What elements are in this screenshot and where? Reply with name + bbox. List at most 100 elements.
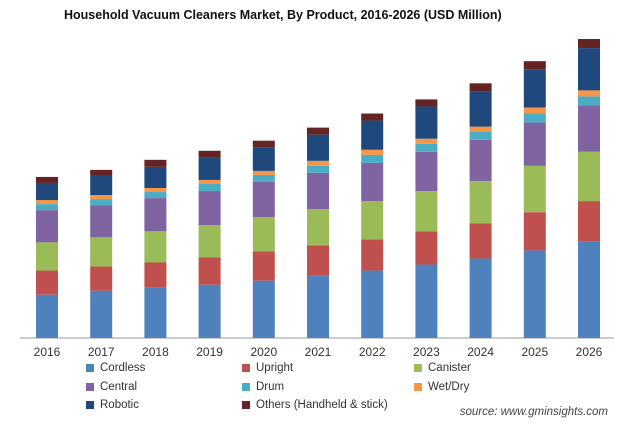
bar-segment-canister-2016 <box>36 242 58 271</box>
bar-segment-others-handheld-stick-2020 <box>252 140 275 148</box>
legend-swatch <box>86 382 94 391</box>
legend-label: Robotic <box>100 399 139 411</box>
x-tick-label: 2024 <box>467 345 494 359</box>
legend-swatch <box>86 364 94 372</box>
bar-segment-robotic-2022 <box>361 120 384 150</box>
bar-segment-robotic-2025 <box>523 69 546 108</box>
bar-segment-robotic-2026 <box>578 48 600 91</box>
legend-label: Drum <box>256 380 285 393</box>
bar-segment-others-handheld-stick-2025 <box>523 61 546 70</box>
x-tick-label: 2016 <box>34 345 61 359</box>
legend-swatch <box>242 364 250 372</box>
bar-segment-drum-2024 <box>469 131 492 140</box>
bar-segment-drum-2020 <box>252 174 275 182</box>
bar-segment-robotic-2024 <box>469 91 492 127</box>
source-note: source: www.gminsights.com <box>459 406 608 418</box>
bar-segment-canister-2023 <box>415 191 438 232</box>
bar-segment-robotic-2019 <box>198 157 221 180</box>
bar-segment-upright-2022 <box>361 239 384 271</box>
bar-segment-cordless-2017 <box>90 290 113 338</box>
bar-segment-wet-dry-2021 <box>307 160 329 166</box>
bars-group <box>36 39 600 338</box>
bar-segment-others-handheld-stick-2018 <box>144 159 167 167</box>
bar-segment-canister-2026 <box>578 151 600 202</box>
bar-segment-wet-dry-2018 <box>144 188 167 193</box>
bar-segment-robotic-2017 <box>90 175 113 196</box>
bar-segment-drum-2021 <box>307 165 329 173</box>
legend-swatch <box>242 401 250 409</box>
bar-segment-upright-2024 <box>469 223 492 259</box>
bar-segment-others-handheld-stick-2019 <box>198 150 221 158</box>
bar-segment-others-handheld-stick-2017 <box>90 169 113 176</box>
bar-segment-robotic-2020 <box>252 147 275 171</box>
bar-segment-drum-2026 <box>578 96 600 106</box>
bar-segment-canister-2024 <box>469 180 492 224</box>
bar-segment-wet-dry-2017 <box>90 195 113 200</box>
bar-segment-upright-2017 <box>90 266 113 291</box>
legend-item: Canister <box>414 362 471 374</box>
x-tick-labels: 2016 2017 2018 2019 2020 2021 2022 2023 2024 2025… <box>34 345 603 359</box>
bar-segment-upright-2019 <box>198 257 221 285</box>
bar-segment-upright-2025 <box>523 212 546 251</box>
legend-item: Robotic <box>86 399 139 411</box>
bar-segment-others-handheld-stick-2026 <box>578 39 600 49</box>
bar-segment-canister-2025 <box>523 165 546 213</box>
bar-segment-drum-2019 <box>198 183 221 192</box>
legend-item: Wet/Dry <box>414 381 469 393</box>
x-tick-label: 2019 <box>196 345 223 359</box>
bar-segment-drum-2025 <box>523 113 546 123</box>
bar-segment-wet-dry-2022 <box>361 149 384 155</box>
legend-item: Upright <box>242 362 293 374</box>
bar-segment-central-2024 <box>469 139 492 181</box>
bar-segment-cordless-2016 <box>36 294 58 338</box>
bar-segment-central-2017 <box>90 205 113 238</box>
bar-segment-wet-dry-2026 <box>578 90 600 97</box>
bar-segment-others-handheld-stick-2016 <box>36 176 58 183</box>
bar-segment-robotic-2016 <box>36 182 58 201</box>
bar-segment-robotic-2023 <box>415 106 438 139</box>
legend-item: Others (Handheld & stick) <box>242 399 388 411</box>
legend-label: Canister <box>428 362 471 374</box>
bar-segment-cordless-2018 <box>144 287 167 338</box>
legend-label: Central <box>100 380 138 393</box>
bar-segment-central-2025 <box>523 122 546 166</box>
bar-segment-drum-2022 <box>361 154 384 163</box>
bar-segment-upright-2023 <box>415 231 438 265</box>
legend-label: Others (Handheld & stick) <box>256 399 388 411</box>
bar-segment-central-2019 <box>198 191 221 226</box>
bar-segment-cordless-2023 <box>415 264 438 338</box>
bar-segment-cordless-2024 <box>469 258 492 338</box>
bar-segment-upright-2018 <box>144 262 167 288</box>
bar-segment-central-2016 <box>36 210 58 243</box>
legend-swatch <box>414 364 422 372</box>
x-tick-label: 2020 <box>250 345 277 359</box>
bar-segment-canister-2019 <box>198 225 221 258</box>
bar-segment-upright-2020 <box>252 251 275 281</box>
x-tick-label: 2025 <box>521 345 548 359</box>
bar-segment-wet-dry-2023 <box>415 138 438 144</box>
legend-item: Cordless <box>86 362 145 374</box>
bar-segment-wet-dry-2025 <box>523 107 546 114</box>
bar-segment-upright-2021 <box>307 245 329 276</box>
stacked-bar-chart: 2016 2017 2018 2019 2020 2021 2022 2023 2024 2025… <box>20 39 614 359</box>
bar-segment-robotic-2018 <box>144 166 167 189</box>
bar-segment-drum-2023 <box>415 143 438 152</box>
bar-segment-others-handheld-stick-2023 <box>415 99 438 107</box>
legend-item: Central <box>86 381 137 393</box>
legend-label: Wet/Dry <box>428 380 470 393</box>
chart-title: Household Vacuum Cleaners Market, By Pro… <box>64 8 502 22</box>
bar-segment-upright-2016 <box>36 270 58 295</box>
bar-segment-canister-2021 <box>307 209 329 246</box>
bar-segment-cordless-2026 <box>578 241 600 338</box>
bar-segment-cordless-2021 <box>307 275 329 338</box>
bar-segment-robotic-2021 <box>307 134 329 161</box>
x-tick-label: 2023 <box>413 345 440 359</box>
bar-segment-others-handheld-stick-2024 <box>469 83 492 92</box>
x-tick-label: 2022 <box>359 345 386 359</box>
bar-segment-upright-2026 <box>578 201 600 242</box>
legend-item: Drum <box>242 381 284 393</box>
x-tick-label: 2018 <box>142 345 169 359</box>
bar-segment-central-2022 <box>361 162 384 202</box>
bar-segment-canister-2017 <box>90 237 113 267</box>
legend-swatch <box>242 382 250 391</box>
